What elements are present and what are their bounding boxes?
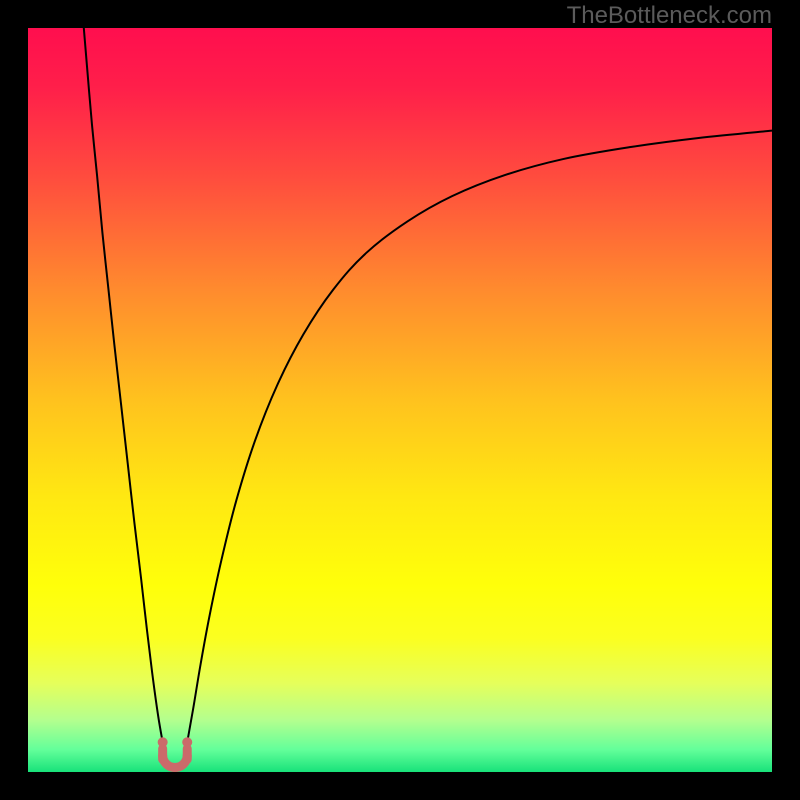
- dip-marker: [158, 737, 193, 767]
- right-curve: [187, 131, 772, 743]
- chart-root: TheBottleneck.com: [0, 0, 800, 800]
- watermark-text: TheBottleneck.com: [567, 2, 772, 30]
- dip-u-bottom: [163, 755, 188, 767]
- plot-area: [28, 28, 772, 772]
- left-curve: [84, 28, 163, 742]
- curves-layer: [28, 28, 772, 772]
